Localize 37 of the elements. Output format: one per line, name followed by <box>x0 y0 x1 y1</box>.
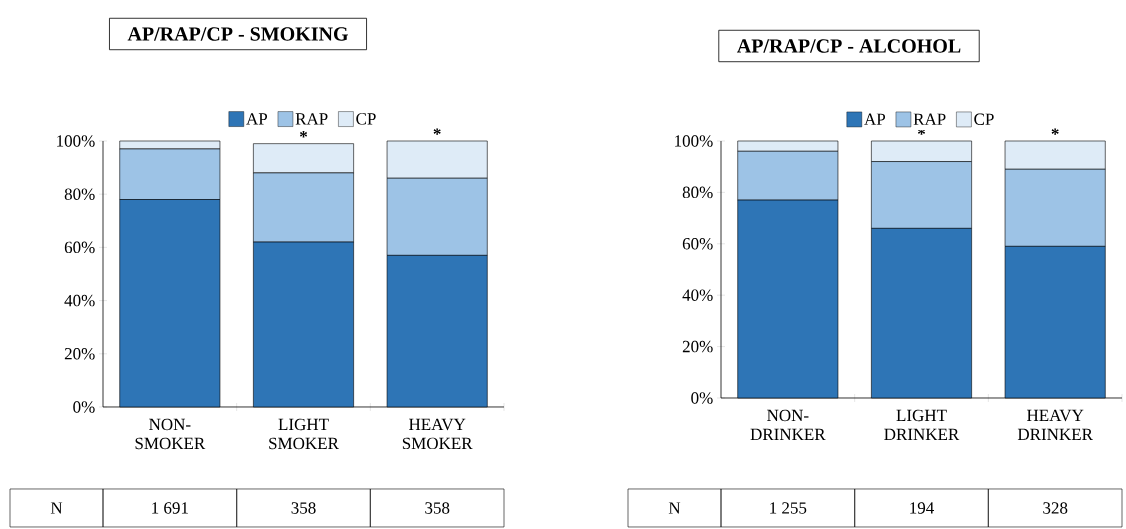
x-tick-label: HEAVY DRINKER <box>1017 409 1093 440</box>
text: 358 <box>291 502 316 514</box>
y-tick-label: 60% <box>64 241 95 254</box>
text: N <box>50 502 63 514</box>
x-tick-label: NON-DRINKER <box>750 409 826 441</box>
annotation: * <box>433 128 441 135</box>
y-tick-label: 100% <box>675 135 713 147</box>
x-tick-label: HEAVY SMOKER <box>402 418 473 450</box>
y-tick-label: 0% <box>73 401 95 413</box>
y-tick-label: 80% <box>64 188 95 200</box>
text: 1 255 <box>770 502 807 514</box>
legend-label: AP <box>864 113 886 125</box>
legend-label: CP <box>974 113 994 125</box>
x-tick-label: NON-SMOKER <box>135 418 206 450</box>
legend-label: AP <box>246 113 268 125</box>
x-tick-label: LIGHT DRINKER <box>884 409 960 441</box>
y-tick-label: 80% <box>682 186 713 199</box>
text: 358 <box>425 502 450 514</box>
x-tick-label: LIGHT SMOKER <box>269 418 339 450</box>
text: N <box>668 502 681 514</box>
y-tick-label: 20% <box>64 348 95 360</box>
text: 194 <box>910 502 934 514</box>
y-tick-label: 60% <box>682 238 713 250</box>
chart-title: AP/RAP/CP - SMOKING <box>127 27 349 41</box>
chart-title: AP/RAP/CP - ALCOHOL <box>736 39 961 53</box>
y-tick-label: 100% <box>57 135 95 147</box>
annotation: * <box>1051 128 1059 135</box>
text: 1 691 <box>152 502 188 514</box>
annotation: * <box>299 131 308 138</box>
legend-label: CP <box>356 113 376 125</box>
y-tick-label: 40% <box>64 294 95 307</box>
legend-label: RAP <box>913 113 946 125</box>
y-tick-label: 20% <box>682 340 713 353</box>
y-tick-label: 0% <box>691 392 713 404</box>
legend-label: RAP <box>295 113 328 125</box>
text: 328 <box>1043 502 1068 514</box>
y-tick-label: 40% <box>682 289 713 301</box>
